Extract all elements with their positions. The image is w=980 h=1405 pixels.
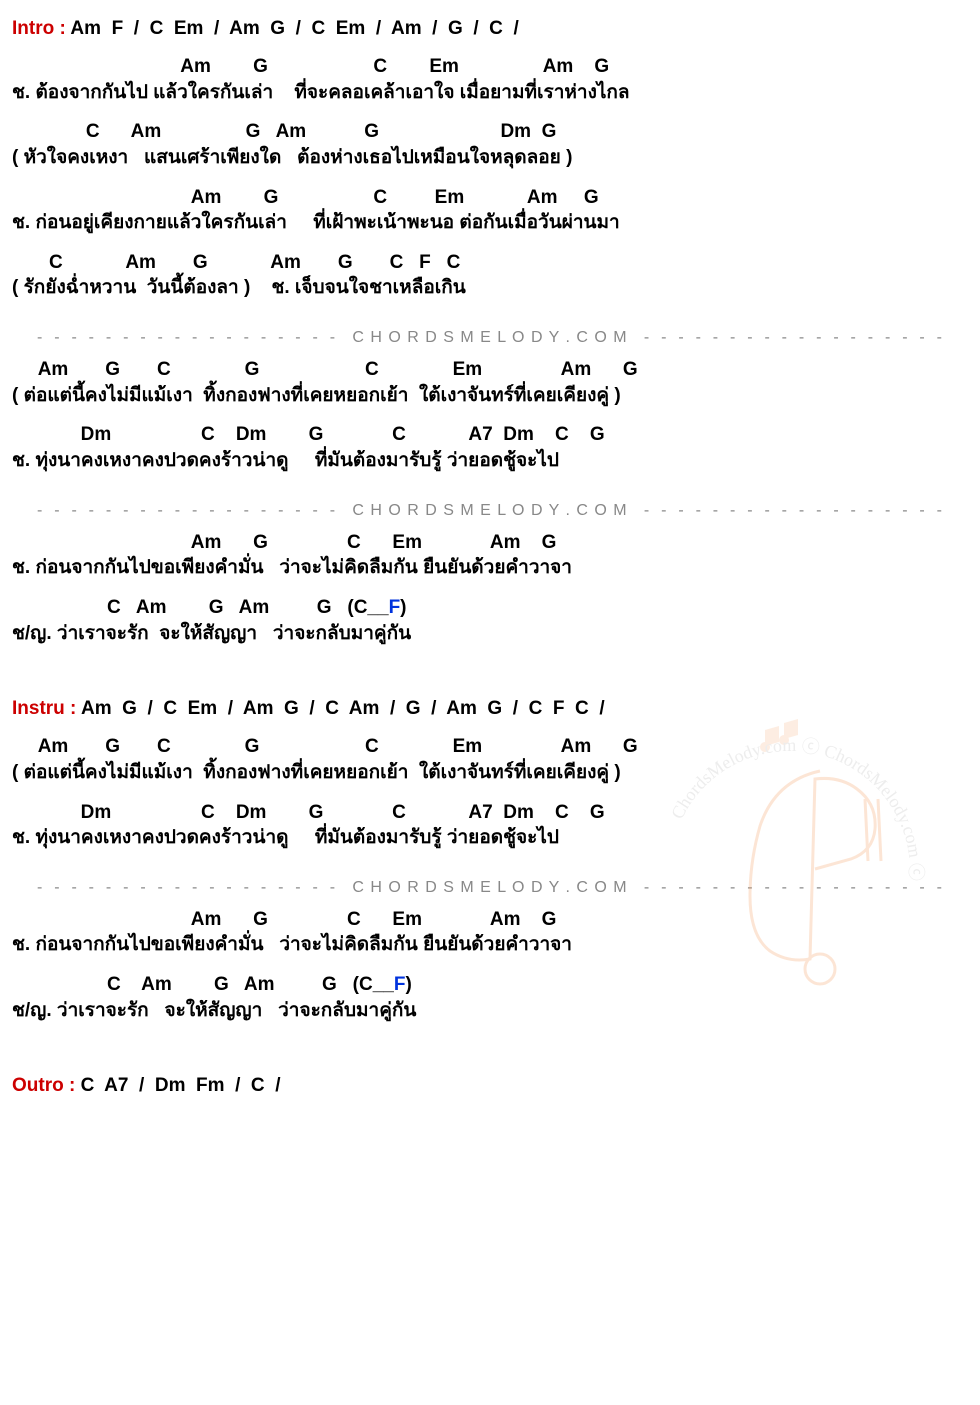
chord-line: Am G C Em Am G [12,54,968,80]
chord-link[interactable]: F [389,597,401,618]
lyric-line: ช. ทุ่งนาคงเหงาคงปวดคงร้าวน่าดู ที่มันต้… [12,448,968,474]
lyric-line: ช. ต้องจากกันไป แล้วใครกันเล่า ที่จะคลอเ… [12,80,968,106]
chord-text: ) [405,974,411,995]
lyric-line: ช/ญ. ว่าเราจะรัก จะให้สัญญา ว่าจะกลับมาค… [12,998,968,1024]
lyric-line: ช. ก่อนจากกันไปขอเพียงคำมั่น ว่าจะไม่คิด… [12,555,968,581]
lyric-line: ช/ญ. ว่าเราจะรัก จะให้สัญญา ว่าจะกลับมาค… [12,621,968,647]
instru-chords: Am G / C Em / Am G / C Am / G / Am G / C… [81,698,605,719]
chord-line: C Am G Am G (C__F) [12,972,968,998]
intro-chords: Am F / C Em / Am G / C Em / Am / G / C / [70,18,518,39]
chord-line: C Am G Am G (C__F) [12,595,968,621]
chord-link[interactable]: F [394,974,406,995]
lyric-line: ( ต่อแต่นี้คงไม่มีแม้เงา ทิ้งกองฟางที่เค… [12,383,968,409]
chord-line: C Am G Am G Dm G [12,119,968,145]
chord-text: C Am G Am G (C__ [12,597,389,618]
instru-section: Instru : Am G / C Em / Am G / C Am / G /… [12,698,968,720]
outro-section: Outro : C A7 / Dm Fm / C / [12,1075,968,1097]
outro-chords: C A7 / Dm Fm / C / [81,1075,281,1096]
chord-line: Am G C Em Am G [12,907,968,933]
lyric-line: ช. ก่อนจากกันไปขอเพียงคำมั่น ว่าจะไม่คิด… [12,932,968,958]
chord-text: C Am G Am G (C__ [12,974,394,995]
spacer [12,1027,968,1047]
chord-line: Am G C Em Am G [12,185,968,211]
chord-line: C Am G Am G C F C [12,250,968,276]
spacer [12,650,968,670]
outro-label: Outro : [12,1075,81,1096]
instru-label: Instru : [12,698,81,719]
lyric-line: ช. ทุ่งนาคงเหงาคงปวดคงร้าวน่าดู ที่มันต้… [12,825,968,851]
chord-line: Am G C G C Em Am G [12,357,968,383]
chord-line: Am G C G C Em Am G [12,734,968,760]
lyric-line: ( รักยังฉ่ำหวาน วันนี้ต้องลา ) ช. เจ็บจน… [12,275,968,301]
chord-text: ) [400,597,406,618]
lyric-line: ( หัวใจคงเหงา แสนเศร้าเพียงใด ต้องห่างเธ… [12,145,968,171]
site-divider: - - - - - - - - - - - - - - - - - - C H … [12,329,968,347]
site-divider: - - - - - - - - - - - - - - - - - - C H … [12,502,968,520]
site-divider: - - - - - - - - - - - - - - - - - - C H … [12,879,968,897]
chord-line: Dm C Dm G C A7 Dm C G [12,800,968,826]
intro-section: Intro : Am F / C Em / Am G / C Em / Am /… [12,18,968,40]
chord-line: Am G C Em Am G [12,530,968,556]
lyric-line: ( ต่อแต่นี้คงไม่มีแม้เงา ทิ้งกองฟางที่เค… [12,760,968,786]
chord-line: Dm C Dm G C A7 Dm C G [12,422,968,448]
intro-label: Intro : [12,18,70,39]
lyric-line: ช. ก่อนอยู่เคียงกายแล้วใครกันเล่า ที่เฝ้… [12,210,968,236]
